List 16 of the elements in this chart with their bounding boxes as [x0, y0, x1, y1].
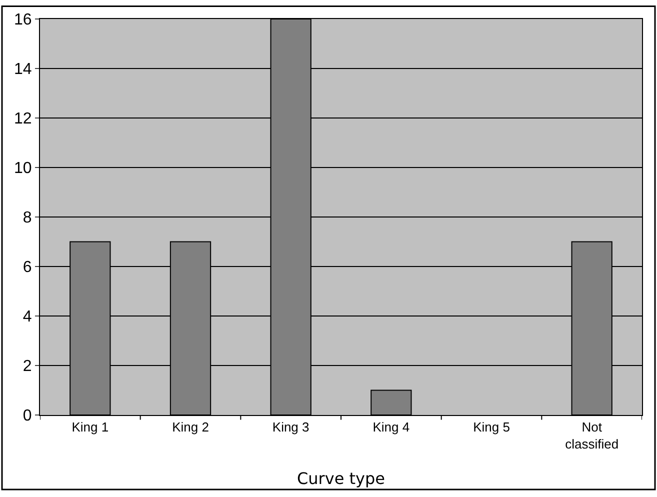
y-tick-label: 6	[22, 259, 32, 276]
x-tick-label: King 2	[172, 420, 209, 435]
y-tick-label: 0	[22, 408, 32, 425]
x-tick-label: King 1	[72, 420, 109, 435]
y-tick-label: 16	[14, 12, 32, 29]
x-tick-label: King 5	[473, 420, 510, 435]
y-tick-label: 12	[14, 110, 32, 128]
y-tick-label: 4	[22, 308, 32, 326]
y-tick-label: 14	[14, 61, 32, 78]
y-tick-label: 8	[22, 210, 32, 227]
y-tick-label: 2	[22, 358, 32, 376]
y-tick-label: 10	[14, 160, 32, 178]
x-axis-title: Curve type	[296, 469, 386, 488]
x-tick-label: King 4	[372, 420, 410, 435]
x-tick-label: Not classified	[565, 420, 619, 452]
x-tick-label: King 3	[272, 420, 310, 435]
